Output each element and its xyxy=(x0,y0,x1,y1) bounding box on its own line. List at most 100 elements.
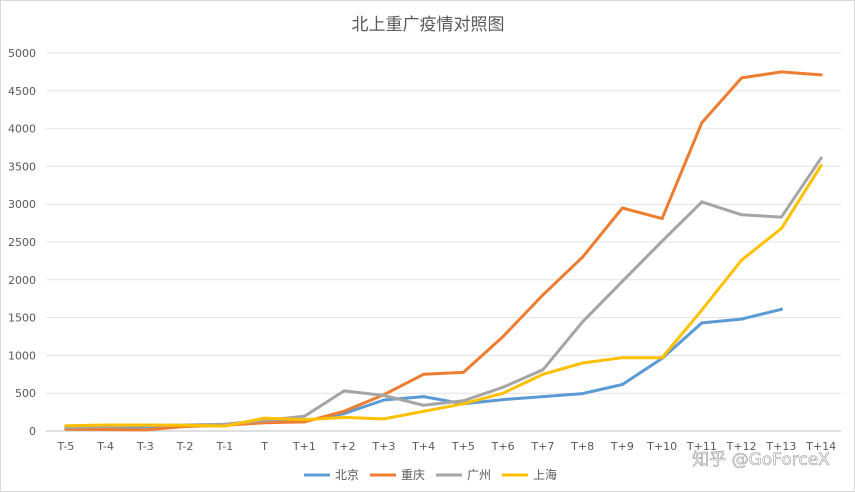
data-point xyxy=(620,206,624,210)
data-point xyxy=(541,293,545,297)
data-point xyxy=(382,417,386,421)
data-point xyxy=(700,200,704,204)
data-point xyxy=(64,424,68,428)
x-tick-label: T-5 xyxy=(57,440,75,453)
x-tick-label: T+4 xyxy=(411,440,435,453)
data-point xyxy=(263,416,267,420)
y-tick-label: 2500 xyxy=(8,236,36,249)
y-axis-ticks: 0 500 1000 1500 2000 2500 3000 3500 4000 4500 5000 xyxy=(8,47,36,438)
data-point xyxy=(143,428,147,432)
series-line xyxy=(64,70,823,432)
x-tick-label: T+2 xyxy=(332,440,356,453)
x-tick-label: T+9 xyxy=(610,440,634,453)
data-point xyxy=(302,420,306,424)
y-tick-label: 3500 xyxy=(8,160,36,173)
data-point xyxy=(501,385,505,389)
series-2 xyxy=(64,156,823,430)
data-point xyxy=(342,409,346,413)
data-point xyxy=(779,226,783,230)
x-tick-label: T-1 xyxy=(216,440,234,453)
data-point xyxy=(581,392,585,396)
data-point xyxy=(223,424,227,428)
data-point xyxy=(779,307,783,311)
data-point xyxy=(422,395,426,399)
y-tick-label: 0 xyxy=(29,425,36,438)
y-tick-label: 1500 xyxy=(8,312,36,325)
data-point xyxy=(740,76,744,80)
data-point xyxy=(541,372,545,376)
watermark-text: 知乎 @GoForceX xyxy=(692,450,830,470)
x-tick-label: T+5 xyxy=(451,440,475,453)
x-tick-label: T+8 xyxy=(570,440,594,453)
legend-label: 广州 xyxy=(467,468,491,482)
data-point xyxy=(740,213,744,217)
data-point xyxy=(779,70,783,74)
data-point xyxy=(501,398,505,402)
series-line xyxy=(64,164,823,428)
x-tick-label: T+10 xyxy=(646,440,677,453)
data-point xyxy=(104,423,108,427)
data-point xyxy=(461,399,465,403)
data-point xyxy=(700,321,704,325)
data-point xyxy=(104,427,108,431)
data-point xyxy=(581,361,585,365)
data-point xyxy=(660,239,664,243)
x-tick-label: T+1 xyxy=(292,440,316,453)
data-point xyxy=(342,389,346,393)
y-tick-label: 500 xyxy=(15,387,36,400)
legend-label: 北京 xyxy=(335,468,359,482)
series-3 xyxy=(64,164,823,428)
data-point xyxy=(302,414,306,418)
series-line xyxy=(64,156,823,430)
data-point xyxy=(382,393,386,397)
data-point xyxy=(620,383,624,387)
y-tick-label: 4500 xyxy=(8,85,36,98)
data-point xyxy=(581,320,585,324)
data-point xyxy=(660,356,664,360)
data-point xyxy=(382,398,386,402)
data-point xyxy=(740,258,744,262)
data-point xyxy=(819,164,823,168)
data-point xyxy=(422,372,426,376)
data-point xyxy=(422,403,426,407)
data-point xyxy=(183,423,187,427)
data-point xyxy=(779,215,783,219)
data-point xyxy=(461,370,465,374)
legend-label: 上海 xyxy=(533,467,557,482)
y-tick-label: 5000 xyxy=(8,47,36,60)
y-tick-label: 2000 xyxy=(8,274,36,287)
x-tick-label: T+6 xyxy=(491,440,515,453)
data-point xyxy=(700,308,704,312)
data-point xyxy=(501,391,505,395)
data-point xyxy=(819,73,823,77)
data-point xyxy=(581,255,585,259)
data-point xyxy=(541,395,545,399)
data-point xyxy=(143,423,147,427)
x-tick-label: T-2 xyxy=(176,440,194,453)
x-tick-label: T-3 xyxy=(136,440,154,453)
data-point xyxy=(740,317,744,321)
data-point xyxy=(541,368,545,372)
x-tick-label: T+14 xyxy=(805,440,836,453)
y-tick-label: 1000 xyxy=(8,349,36,362)
data-point xyxy=(660,217,664,221)
grid-lines xyxy=(46,52,841,432)
x-tick-label: T+12 xyxy=(726,440,757,453)
chart-title: 北上重广疫情对照图 xyxy=(352,15,505,35)
x-tick-label: T xyxy=(260,440,268,453)
data-point xyxy=(342,415,346,419)
x-tick-label: T+11 xyxy=(686,440,717,453)
x-tick-label: T+13 xyxy=(765,440,796,453)
data-point xyxy=(461,402,465,406)
legend-label: 重庆 xyxy=(401,468,425,482)
x-tick-label: T+7 xyxy=(530,440,554,453)
data-point xyxy=(422,409,426,413)
y-tick-label: 3000 xyxy=(8,198,36,211)
data-point xyxy=(700,121,704,125)
y-tick-label: 4000 xyxy=(8,123,36,136)
legend: 北京 重庆 广州 上海 xyxy=(304,467,557,482)
data-point xyxy=(819,156,823,160)
x-tick-label: T-4 xyxy=(96,440,114,453)
